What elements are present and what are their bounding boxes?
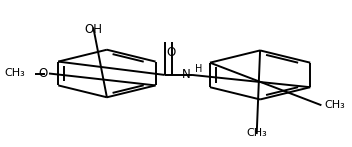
Text: H: H (195, 64, 202, 74)
Text: CH₃: CH₃ (5, 69, 25, 78)
Text: CH₃: CH₃ (325, 100, 346, 110)
Text: O: O (166, 46, 176, 59)
Text: OH: OH (84, 23, 102, 36)
Text: O: O (38, 67, 47, 80)
Text: CH₃: CH₃ (246, 128, 267, 138)
Text: N: N (182, 69, 190, 81)
